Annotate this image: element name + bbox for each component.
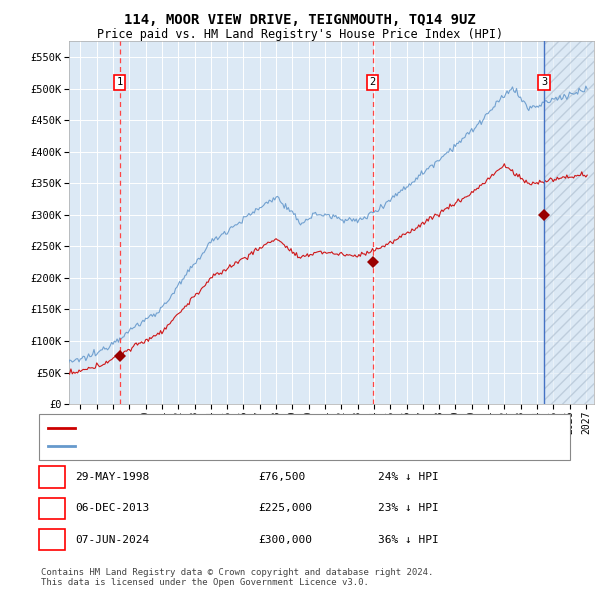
Text: £225,000: £225,000 <box>258 503 312 513</box>
Text: 114, MOOR VIEW DRIVE, TEIGNMOUTH, TQ14 9UZ (detached house): 114, MOOR VIEW DRIVE, TEIGNMOUTH, TQ14 9… <box>79 424 448 434</box>
Text: 3: 3 <box>49 535 56 545</box>
Text: 07-JUN-2024: 07-JUN-2024 <box>75 535 149 545</box>
Text: 1: 1 <box>116 77 123 87</box>
Text: 06-DEC-2013: 06-DEC-2013 <box>75 503 149 513</box>
Text: 2: 2 <box>49 503 56 513</box>
Text: 24% ↓ HPI: 24% ↓ HPI <box>378 472 439 482</box>
Text: HPI: Average price, detached house, Teignbridge: HPI: Average price, detached house, Teig… <box>79 441 373 451</box>
Text: 3: 3 <box>541 77 547 87</box>
Bar <box>545 41 594 404</box>
Text: 23% ↓ HPI: 23% ↓ HPI <box>378 503 439 513</box>
Text: 1: 1 <box>49 472 56 482</box>
Text: 114, MOOR VIEW DRIVE, TEIGNMOUTH, TQ14 9UZ: 114, MOOR VIEW DRIVE, TEIGNMOUTH, TQ14 9… <box>124 13 476 27</box>
Text: 29-MAY-1998: 29-MAY-1998 <box>75 472 149 482</box>
Text: 36% ↓ HPI: 36% ↓ HPI <box>378 535 439 545</box>
Text: £300,000: £300,000 <box>258 535 312 545</box>
Text: 2: 2 <box>370 77 376 87</box>
Text: £76,500: £76,500 <box>258 472 305 482</box>
Text: Price paid vs. HM Land Registry's House Price Index (HPI): Price paid vs. HM Land Registry's House … <box>97 28 503 41</box>
Text: Contains HM Land Registry data © Crown copyright and database right 2024.
This d: Contains HM Land Registry data © Crown c… <box>41 568 433 587</box>
